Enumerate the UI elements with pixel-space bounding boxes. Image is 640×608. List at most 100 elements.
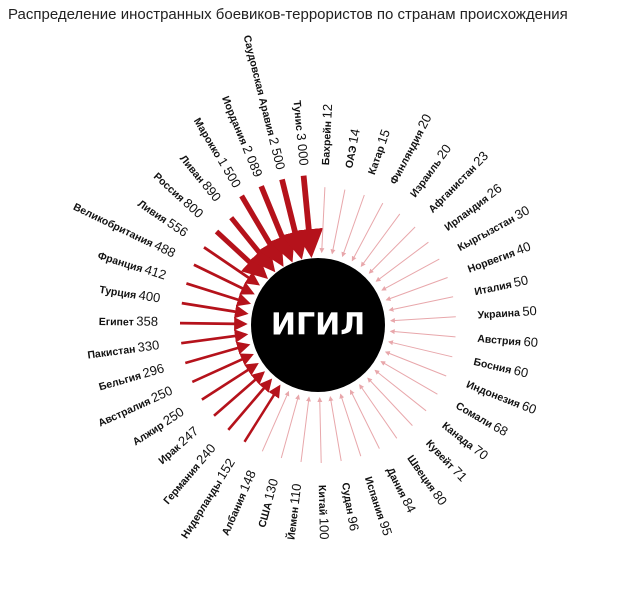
country-value: 412 xyxy=(143,262,168,283)
country-name: Марокко xyxy=(191,116,224,160)
country-value: 20 xyxy=(415,112,435,132)
country-name: Судан xyxy=(339,482,356,516)
arrow-group xyxy=(179,175,456,464)
arrow xyxy=(185,282,252,307)
country-name: Катар xyxy=(366,144,387,176)
arrow xyxy=(203,246,261,286)
arrow xyxy=(330,189,346,255)
arrow xyxy=(385,277,448,301)
arrow xyxy=(227,378,273,431)
country-name: Германия xyxy=(161,461,203,507)
country-name: Швеция xyxy=(405,453,439,494)
country-label: Италия 50 xyxy=(473,273,530,299)
country-label: Египет 358 xyxy=(99,313,158,329)
country-name: Албания xyxy=(220,491,249,537)
country-value: 60 xyxy=(523,334,539,350)
arrow xyxy=(319,187,326,254)
country-name: Йемен xyxy=(284,506,301,541)
country-label: Тунис 3 000 xyxy=(290,100,311,167)
country-label: Пакистан 330 xyxy=(86,338,160,362)
country-name: ОАЭ xyxy=(343,144,359,169)
country-name: Пакистан xyxy=(87,343,136,361)
arrow xyxy=(380,361,438,395)
arrow xyxy=(181,301,249,319)
country-name: США xyxy=(256,500,275,528)
country-value: 30 xyxy=(512,203,532,223)
arrow xyxy=(339,393,362,457)
country-label: Катар 15 xyxy=(364,127,394,176)
country-value: 20 xyxy=(434,142,455,163)
arrow xyxy=(181,329,249,345)
country-value: 2 089 xyxy=(239,144,265,180)
country-label: Китай 100 xyxy=(315,485,331,540)
arrow xyxy=(184,341,251,365)
arrow xyxy=(317,397,323,464)
arrow xyxy=(375,241,429,282)
country-name: Франция xyxy=(96,250,144,275)
arrow xyxy=(179,317,248,331)
country-name: Кувейт xyxy=(423,437,456,471)
country-name: Босния xyxy=(472,356,512,377)
country-value: 2 500 xyxy=(266,136,288,171)
country-name: Австралия xyxy=(96,395,152,429)
arrow xyxy=(368,226,416,274)
country-name: Сомали xyxy=(454,400,495,431)
arrow xyxy=(367,377,413,426)
country-name: Испания xyxy=(362,475,387,521)
arrow xyxy=(360,213,401,268)
country-name: Тунис xyxy=(291,100,306,132)
country-value: 358 xyxy=(136,314,158,329)
country-name: Индонезия xyxy=(465,378,522,410)
arrow xyxy=(261,390,290,452)
country-name: Норвегия xyxy=(466,247,517,275)
country-label: США 130 xyxy=(254,477,282,529)
country-value: 96 xyxy=(344,515,361,532)
arrow xyxy=(294,175,324,259)
country-value: 60 xyxy=(512,363,530,381)
country-value: 15 xyxy=(374,127,393,146)
country-value: 1 500 xyxy=(214,155,243,191)
country-value: 50 xyxy=(522,303,537,319)
arrow xyxy=(388,340,453,358)
arrow xyxy=(350,389,380,449)
arrow xyxy=(279,178,309,260)
arrow xyxy=(300,396,311,463)
arrow xyxy=(389,329,456,338)
arrow xyxy=(193,263,255,295)
country-value: 14 xyxy=(346,128,364,145)
country-name: Турция xyxy=(98,284,137,302)
country-name: Бельгия xyxy=(97,370,142,393)
country-value: 488 xyxy=(152,238,178,261)
country-label: Великобритания 488 xyxy=(71,199,178,261)
country-name: Бахрейн xyxy=(320,121,334,166)
arrow xyxy=(351,202,384,262)
country-name: Китай xyxy=(316,485,329,516)
arrow xyxy=(201,362,259,401)
country-name: Саудовская Аравия xyxy=(241,34,277,137)
country-value: 130 xyxy=(261,477,281,502)
country-value: 60 xyxy=(520,398,539,417)
country-value: 50 xyxy=(512,273,529,291)
isis-center-label: ИГИЛ xyxy=(271,308,365,343)
country-value: 95 xyxy=(376,519,395,537)
country-value: 3 000 xyxy=(293,132,311,166)
country-name: Египет xyxy=(99,316,134,328)
country-value: 100 xyxy=(316,518,331,540)
arrow xyxy=(381,258,440,291)
country-value: 26 xyxy=(484,181,505,202)
country-value: 296 xyxy=(141,361,166,381)
country-name: Россия xyxy=(151,170,187,204)
country-value: 148 xyxy=(237,468,259,494)
country-name: Алжир xyxy=(131,419,167,448)
country-name: Канада xyxy=(440,420,477,453)
arrow xyxy=(384,351,447,377)
country-label: ОАЭ 14 xyxy=(341,128,363,170)
country-value: 84 xyxy=(399,496,419,516)
arrow xyxy=(374,369,427,412)
country-name: Италия xyxy=(473,278,512,297)
isis-center-circle xyxy=(251,258,385,392)
arrow xyxy=(191,353,254,384)
country-value: 80 xyxy=(429,488,450,508)
arrow xyxy=(328,396,342,462)
